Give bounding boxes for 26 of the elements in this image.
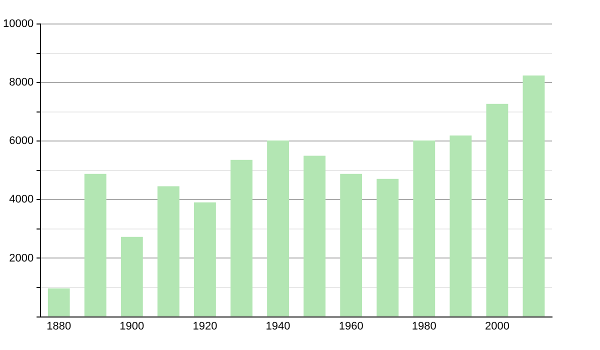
y-tick-label: 8000 bbox=[9, 76, 34, 89]
bar bbox=[267, 140, 289, 316]
x-tick-label: 1880 bbox=[46, 320, 72, 332]
bar bbox=[84, 174, 106, 316]
x-tick-label: 1940 bbox=[266, 320, 290, 332]
bar bbox=[340, 174, 362, 316]
x-tick-label: 1920 bbox=[192, 320, 218, 332]
bar bbox=[522, 76, 545, 316]
bar bbox=[48, 288, 70, 316]
bar bbox=[194, 202, 216, 316]
bar bbox=[486, 104, 508, 316]
x-tick-label: 1980 bbox=[412, 320, 436, 332]
y-tick-label: 4000 bbox=[9, 194, 34, 206]
bar bbox=[230, 160, 252, 316]
bar bbox=[120, 236, 143, 316]
y-tick-label: 10000 bbox=[2, 18, 34, 30]
bar bbox=[450, 136, 472, 316]
x-tick-label: 1900 bbox=[120, 320, 144, 332]
bar bbox=[413, 140, 436, 316]
bar bbox=[304, 156, 326, 316]
x-tick-label: 2000 bbox=[484, 320, 510, 332]
x-tick-label: 1960 bbox=[338, 320, 364, 332]
bar bbox=[157, 186, 180, 316]
y-tick-label: 6000 bbox=[9, 135, 34, 148]
y-tick-label: 2000 bbox=[9, 252, 34, 264]
bar bbox=[376, 178, 399, 316]
